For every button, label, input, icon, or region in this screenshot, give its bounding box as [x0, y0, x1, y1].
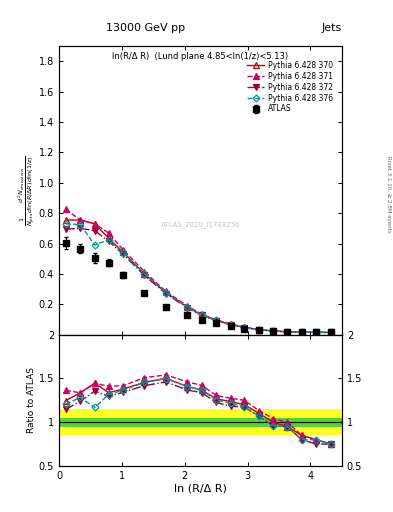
Pythia 6.428 376 [78, 222, 83, 228]
Text: ln(R/Δ R)  (Lund plane 4.85<ln(1/z)<5.13): ln(R/Δ R) (Lund plane 4.85<ln(1/z)<5.13) [112, 52, 288, 61]
Pythia 6.428 371 [121, 247, 125, 253]
Legend: Pythia 6.428 370, Pythia 6.428 371, Pythia 6.428 372, Pythia 6.428 376, ATLAS: Pythia 6.428 370, Pythia 6.428 371, Pyth… [245, 58, 335, 116]
Pythia 6.428 371 [299, 329, 304, 335]
Pythia 6.428 376 [299, 329, 304, 335]
Y-axis label: Ratio to ATLAS: Ratio to ATLAS [27, 367, 36, 433]
Pythia 6.428 370 [314, 329, 318, 335]
Pythia 6.428 371 [228, 321, 233, 327]
Text: Rivet 3.1.10, ≥ 2.8M events: Rivet 3.1.10, ≥ 2.8M events [387, 156, 391, 233]
Text: ATLAS_2020_I1788256: ATLAS_2020_I1788256 [161, 222, 240, 228]
Pythia 6.428 371 [106, 230, 111, 236]
Pythia 6.428 372 [299, 329, 304, 335]
Pythia 6.428 372 [328, 329, 333, 335]
Pythia 6.428 371 [163, 288, 168, 294]
Pythia 6.428 370 [92, 221, 97, 227]
Pythia 6.428 376 [228, 322, 233, 328]
Line: Pythia 6.428 376: Pythia 6.428 376 [63, 221, 333, 335]
Pythia 6.428 370 [214, 317, 219, 324]
Pythia 6.428 376 [199, 312, 204, 318]
Pythia 6.428 376 [185, 304, 189, 310]
Pythia 6.428 376 [271, 328, 276, 334]
Pythia 6.428 372 [242, 325, 247, 331]
Pythia 6.428 372 [121, 251, 125, 257]
Pythia 6.428 372 [314, 329, 318, 335]
Pythia 6.428 376 [142, 271, 147, 277]
Pythia 6.428 372 [92, 228, 97, 234]
Pythia 6.428 370 [142, 271, 147, 277]
Pythia 6.428 372 [214, 317, 219, 324]
Pythia 6.428 370 [199, 312, 204, 318]
Line: Pythia 6.428 372: Pythia 6.428 372 [63, 226, 333, 335]
Pythia 6.428 372 [228, 322, 233, 328]
Pythia 6.428 372 [185, 305, 189, 311]
Pythia 6.428 376 [92, 242, 97, 248]
Pythia 6.428 371 [271, 328, 276, 334]
Pythia 6.428 370 [257, 327, 261, 333]
Pythia 6.428 372 [257, 327, 261, 333]
Pythia 6.428 372 [271, 328, 276, 334]
Pythia 6.428 372 [64, 226, 68, 232]
Pythia 6.428 370 [328, 329, 333, 335]
Pythia 6.428 371 [185, 303, 189, 309]
Pythia 6.428 370 [106, 235, 111, 241]
Pythia 6.428 376 [314, 329, 318, 335]
Line: Pythia 6.428 370: Pythia 6.428 370 [63, 217, 333, 335]
Pythia 6.428 370 [271, 328, 276, 334]
Pythia 6.428 372 [199, 312, 204, 318]
Pythia 6.428 372 [163, 291, 168, 297]
Pythia 6.428 376 [163, 290, 168, 296]
Pythia 6.428 371 [92, 221, 97, 227]
Line: Pythia 6.428 371: Pythia 6.428 371 [63, 207, 333, 335]
Pythia 6.428 372 [106, 238, 111, 244]
Pythia 6.428 376 [214, 317, 219, 324]
Pythia 6.428 376 [257, 327, 261, 333]
Pythia 6.428 371 [214, 317, 219, 323]
Pythia 6.428 376 [328, 329, 333, 335]
Pythia 6.428 372 [142, 272, 147, 279]
Pythia 6.428 370 [299, 329, 304, 335]
Pythia 6.428 371 [285, 329, 290, 335]
Pythia 6.428 371 [199, 311, 204, 317]
Pythia 6.428 371 [328, 329, 333, 335]
Pythia 6.428 372 [78, 225, 83, 231]
X-axis label: ln (R/Δ R): ln (R/Δ R) [174, 483, 227, 494]
Pythia 6.428 370 [242, 325, 247, 331]
Pythia 6.428 376 [121, 250, 125, 256]
Pythia 6.428 376 [64, 221, 68, 227]
Pythia 6.428 370 [78, 217, 83, 223]
Pythia 6.428 370 [228, 322, 233, 328]
Pythia 6.428 371 [64, 206, 68, 212]
Text: Jets: Jets [321, 23, 342, 33]
Pythia 6.428 371 [242, 324, 247, 330]
Pythia 6.428 372 [285, 329, 290, 335]
Pythia 6.428 370 [163, 289, 168, 295]
Pythia 6.428 370 [185, 304, 189, 310]
Pythia 6.428 371 [142, 269, 147, 275]
Pythia 6.428 370 [285, 329, 290, 335]
Pythia 6.428 371 [78, 217, 83, 223]
Y-axis label: $\frac{1}{N_{\mathrm{jets}}}\frac{d^2 N_{\mathrm{emissions}}}{d\ln(R/\Delta R)\,: $\frac{1}{N_{\mathrm{jets}}}\frac{d^2 N_… [17, 155, 37, 226]
Pythia 6.428 370 [121, 249, 125, 255]
Pythia 6.428 371 [314, 329, 318, 335]
Pythia 6.428 376 [242, 325, 247, 331]
Text: 13000 GeV pp: 13000 GeV pp [106, 23, 185, 33]
Pythia 6.428 376 [285, 329, 290, 335]
Pythia 6.428 376 [106, 237, 111, 243]
Pythia 6.428 371 [257, 327, 261, 333]
Pythia 6.428 370 [64, 217, 68, 223]
